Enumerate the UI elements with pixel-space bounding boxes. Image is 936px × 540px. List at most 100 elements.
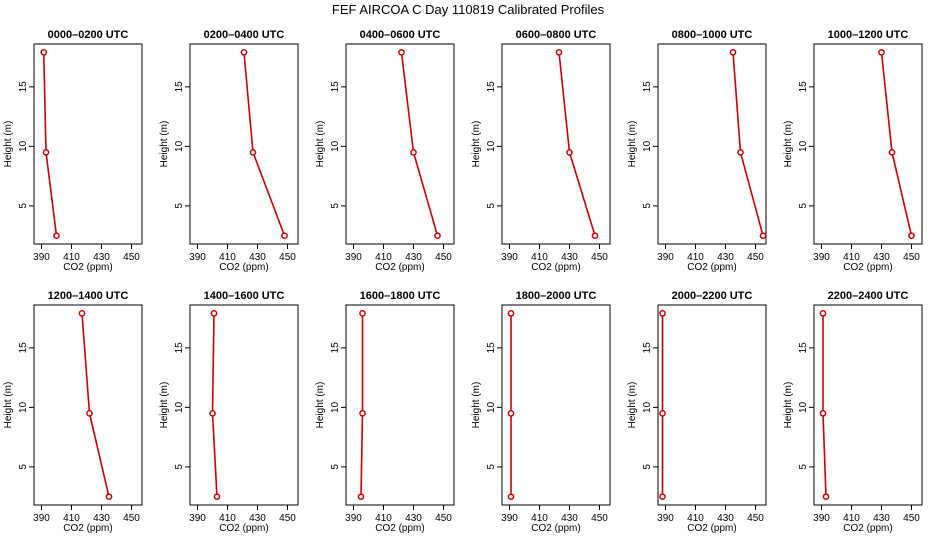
panel-title: 1800–2000 UTC bbox=[516, 290, 597, 302]
data-point bbox=[78, 309, 86, 317]
y-tick-label: 10 bbox=[642, 401, 653, 413]
data-point bbox=[759, 232, 767, 240]
panel-8: 1400–1600 UTC 390 410 430 450 5 10 15 CO2 (ppm) H… bbox=[159, 290, 299, 534]
plot-frame bbox=[189, 43, 299, 245]
y-tick-label: 15 bbox=[174, 342, 185, 354]
data-point bbox=[434, 232, 441, 240]
profile-line bbox=[360, 313, 364, 497]
y-tick-label: 5 bbox=[330, 464, 341, 470]
panel-title: 1400–1600 UTC bbox=[204, 290, 285, 302]
x-tick-label: 390 bbox=[33, 252, 50, 263]
plot-frame bbox=[189, 304, 299, 506]
profile-line bbox=[243, 52, 286, 236]
data-point bbox=[53, 232, 60, 240]
data-point bbox=[213, 493, 221, 501]
y-tick-label: 5 bbox=[642, 464, 653, 470]
y-tick-label: 15 bbox=[798, 81, 809, 93]
y-tick-label: 5 bbox=[486, 203, 497, 209]
panel-title: 1200–1400 UTC bbox=[48, 290, 129, 302]
data-point bbox=[819, 409, 827, 417]
y-axis-label: Height (m) bbox=[783, 382, 794, 429]
y-axis-label: Height (m) bbox=[315, 121, 326, 168]
y-tick-label: 15 bbox=[330, 81, 341, 93]
x-tick-label: 450 bbox=[903, 513, 920, 524]
y-tick-label: 5 bbox=[642, 203, 653, 209]
panel-6: 1000–1200 UTC 390 410 430 450 5 10 15 CO2 (ppm) H… bbox=[783, 29, 923, 273]
panel-3: 0400–0600 UTC 390 410 430 450 5 10 15 CO2 (ppm) H… bbox=[315, 29, 455, 273]
y-tick-label: 15 bbox=[486, 81, 497, 93]
x-tick-label: 430 bbox=[249, 513, 266, 524]
y-tick-label: 10 bbox=[330, 401, 341, 413]
panel-7: 1200–1400 UTC 390 410 430 450 5 10 15 CO2 (ppm) H… bbox=[3, 290, 143, 534]
x-tick-label: 390 bbox=[189, 252, 206, 263]
panel-title: 1000–1200 UTC bbox=[828, 29, 909, 41]
profile-line bbox=[822, 313, 827, 497]
x-tick-label: 390 bbox=[345, 513, 362, 524]
x-tick-label: 430 bbox=[717, 513, 734, 524]
data-point bbox=[507, 493, 515, 501]
data-point bbox=[822, 493, 830, 501]
data-point bbox=[105, 493, 113, 501]
x-tick-label: 390 bbox=[501, 252, 518, 263]
plot-frame bbox=[657, 304, 767, 506]
x-axis-label: CO2 (ppm) bbox=[375, 523, 424, 534]
x-tick-label: 410 bbox=[687, 513, 704, 524]
x-axis-label: CO2 (ppm) bbox=[843, 523, 892, 534]
data-point bbox=[591, 232, 599, 240]
x-axis-label: CO2 (ppm) bbox=[531, 262, 580, 273]
x-tick-label: 450 bbox=[435, 513, 452, 524]
y-tick-label: 15 bbox=[642, 342, 653, 354]
profile-line bbox=[81, 313, 110, 497]
y-tick-label: 15 bbox=[486, 342, 497, 354]
y-tick-label: 10 bbox=[18, 401, 29, 413]
y-tick-label: 10 bbox=[330, 140, 341, 152]
x-tick-label: 450 bbox=[123, 252, 140, 263]
x-tick-label: 390 bbox=[657, 252, 674, 263]
y-tick-label: 5 bbox=[18, 203, 29, 209]
y-axis-label: Height (m) bbox=[627, 121, 638, 168]
x-tick-label: 430 bbox=[873, 252, 890, 263]
y-axis-label: Height (m) bbox=[783, 121, 794, 168]
data-point bbox=[249, 148, 257, 156]
x-tick-label: 410 bbox=[531, 252, 548, 263]
y-tick-label: 10 bbox=[486, 401, 497, 413]
panel-title: 0000–0200 UTC bbox=[48, 29, 129, 41]
plot-frame bbox=[813, 304, 923, 506]
panel-9: 1600–1800 UTC 390 410 430 450 5 10 15 CO2 (ppm) H… bbox=[315, 290, 455, 534]
y-axis-label: Height (m) bbox=[471, 121, 482, 168]
profile-line bbox=[211, 313, 218, 497]
x-tick-label: 410 bbox=[843, 252, 860, 263]
panel-10: 1800–2000 UTC 390 410 430 450 5 10 15 CO2 (ppm) H… bbox=[471, 290, 611, 534]
x-tick-label: 450 bbox=[747, 513, 764, 524]
x-tick-label: 430 bbox=[93, 252, 110, 263]
plot-frame bbox=[501, 304, 611, 506]
data-point bbox=[357, 493, 365, 501]
data-point bbox=[659, 309, 666, 317]
y-tick-label: 15 bbox=[174, 81, 185, 93]
x-tick-label: 410 bbox=[219, 513, 236, 524]
x-axis-label: CO2 (ppm) bbox=[63, 262, 112, 273]
data-point bbox=[908, 232, 915, 240]
y-tick-label: 15 bbox=[642, 81, 653, 93]
y-tick-label: 10 bbox=[798, 401, 809, 413]
y-tick-label: 15 bbox=[798, 342, 809, 354]
y-tick-label: 5 bbox=[330, 203, 341, 209]
y-tick-label: 10 bbox=[18, 140, 29, 152]
data-point bbox=[729, 48, 737, 56]
y-tick-label: 15 bbox=[18, 81, 29, 93]
x-tick-label: 430 bbox=[405, 513, 422, 524]
x-tick-label: 450 bbox=[123, 513, 140, 524]
x-tick-label: 430 bbox=[561, 513, 578, 524]
panel-title: 0400–0600 UTC bbox=[360, 29, 441, 41]
data-point bbox=[359, 409, 366, 417]
x-tick-label: 390 bbox=[657, 513, 674, 524]
y-tick-label: 15 bbox=[330, 342, 341, 354]
x-tick-label: 430 bbox=[561, 252, 578, 263]
x-tick-label: 390 bbox=[501, 513, 518, 524]
y-tick-label: 5 bbox=[486, 464, 497, 470]
panel-title: 0200–0400 UTC bbox=[204, 29, 285, 41]
y-axis-label: Height (m) bbox=[627, 382, 638, 429]
data-point bbox=[566, 148, 573, 156]
y-tick-label: 5 bbox=[18, 464, 29, 470]
data-point bbox=[507, 409, 515, 417]
